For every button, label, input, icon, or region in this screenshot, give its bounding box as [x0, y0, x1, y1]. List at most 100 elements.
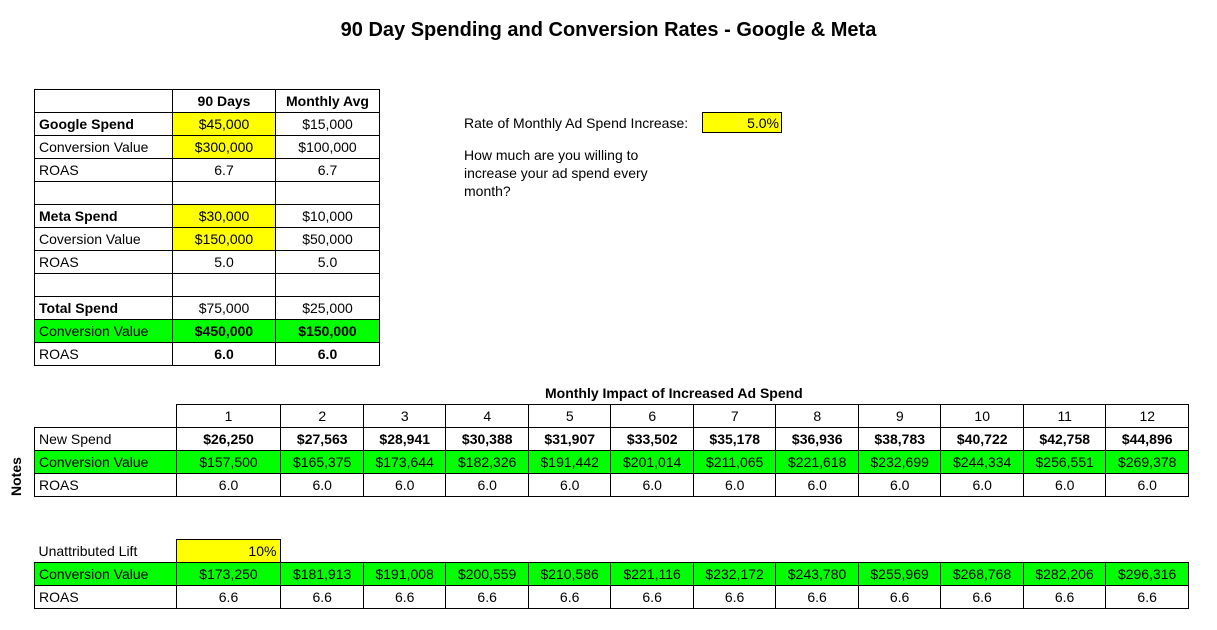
- lift-conversion-cell[interactable]: $268,768: [940, 562, 1024, 586]
- month-header-cell[interactable]: 3: [362, 404, 447, 428]
- label-cell[interactable]: Total Spend: [34, 296, 173, 320]
- roas-cell[interactable]: 6.0: [445, 473, 529, 497]
- label-cell[interactable]: Meta Spend: [34, 204, 173, 228]
- value-cell[interactable]: $75,000: [172, 296, 276, 320]
- lift-roas-cell[interactable]: 6.6: [775, 585, 859, 609]
- month-header-cell[interactable]: 12: [1105, 404, 1189, 428]
- conversion-value-cell[interactable]: $221,618: [775, 450, 859, 474]
- roas-cell[interactable]: 6.0: [280, 473, 364, 497]
- conversion-value-cell[interactable]: $232,699: [857, 450, 942, 474]
- conversion-value-cell[interactable]: $157,500: [175, 450, 282, 474]
- lift-conversion-cell[interactable]: $181,913: [280, 562, 364, 586]
- month-header-cell[interactable]: 8: [775, 404, 859, 428]
- row-label[interactable]: Conversion Value: [34, 450, 177, 474]
- value-cell[interactable]: $25,000: [275, 296, 380, 320]
- conversion-value-cell[interactable]: $211,065: [692, 450, 777, 474]
- lift-conversion-cell[interactable]: $296,316: [1105, 562, 1189, 586]
- lift-conversion-cell[interactable]: $191,008: [362, 562, 447, 586]
- value-cell[interactable]: 5.0: [172, 250, 276, 274]
- month-header-cell[interactable]: 7: [692, 404, 777, 428]
- month-header-cell[interactable]: 11: [1022, 404, 1107, 428]
- rate-increase-input[interactable]: 5.0%: [702, 112, 782, 133]
- roas-cell[interactable]: 6.0: [940, 473, 1024, 497]
- roas-cell[interactable]: 6.0: [175, 473, 282, 497]
- roas-cell[interactable]: 6.0: [1022, 473, 1107, 497]
- conversion-value-cell[interactable]: $191,442: [527, 450, 612, 474]
- empty-cell[interactable]: [172, 181, 276, 205]
- new-spend-cell[interactable]: $38,783: [857, 427, 942, 451]
- lift-input[interactable]: 10%: [175, 539, 282, 563]
- new-spend-cell[interactable]: $27,563: [280, 427, 364, 451]
- input-cell[interactable]: $300,000: [172, 135, 276, 159]
- empty-cell[interactable]: [172, 273, 276, 297]
- row-label[interactable]: ROAS: [34, 585, 177, 609]
- label-cell[interactable]: ROAS: [34, 342, 173, 366]
- empty-cell[interactable]: [34, 273, 173, 297]
- value-cell[interactable]: $50,000: [275, 227, 380, 251]
- lift-roas-cell[interactable]: 6.6: [940, 585, 1024, 609]
- new-spend-cell[interactable]: $33,502: [610, 427, 694, 451]
- lift-roas-cell[interactable]: 6.6: [362, 585, 447, 609]
- header-cell[interactable]: Monthly Avg: [275, 89, 380, 113]
- new-spend-cell[interactable]: $36,936: [775, 427, 859, 451]
- input-cell[interactable]: $30,000: [172, 204, 276, 228]
- lift-conversion-cell[interactable]: $232,172: [692, 562, 777, 586]
- value-cell[interactable]: $10,000: [275, 204, 380, 228]
- conversion-value-cell[interactable]: $244,334: [940, 450, 1024, 474]
- new-spend-cell[interactable]: $26,250: [175, 427, 282, 451]
- value-cell[interactable]: 5.0: [275, 250, 380, 274]
- lift-roas-cell[interactable]: 6.6: [1105, 585, 1189, 609]
- lift-conversion-cell[interactable]: $173,250: [175, 562, 282, 586]
- empty-cell[interactable]: [275, 273, 380, 297]
- header-cell[interactable]: [34, 89, 173, 113]
- empty-cell[interactable]: [34, 181, 173, 205]
- lift-roas-cell[interactable]: 6.6: [527, 585, 612, 609]
- label-cell[interactable]: Conversion Value: [34, 319, 173, 343]
- label-cell[interactable]: Conversion Value: [34, 135, 173, 159]
- new-spend-cell[interactable]: $28,941: [362, 427, 447, 451]
- new-spend-cell[interactable]: $44,896: [1105, 427, 1189, 451]
- month-header-cell[interactable]: 9: [857, 404, 942, 428]
- conversion-value-cell[interactable]: $165,375: [280, 450, 364, 474]
- new-spend-cell[interactable]: $31,907: [527, 427, 612, 451]
- roas-cell[interactable]: 6.0: [362, 473, 447, 497]
- month-header-cell[interactable]: 1: [175, 404, 282, 428]
- value-cell[interactable]: $450,000: [172, 319, 276, 343]
- label-cell[interactable]: Coversion Value: [34, 227, 173, 251]
- month-header-cell[interactable]: 5: [527, 404, 612, 428]
- new-spend-cell[interactable]: $35,178: [692, 427, 777, 451]
- conversion-value-cell[interactable]: $256,551: [1022, 450, 1107, 474]
- value-cell[interactable]: $100,000: [275, 135, 380, 159]
- value-cell[interactable]: 6.7: [275, 158, 380, 182]
- month-header-cell[interactable]: 2: [280, 404, 364, 428]
- lift-roas-cell[interactable]: 6.6: [692, 585, 777, 609]
- label-cell[interactable]: ROAS: [34, 158, 173, 182]
- roas-cell[interactable]: 6.0: [527, 473, 612, 497]
- value-cell[interactable]: $15,000: [275, 112, 380, 136]
- roas-cell[interactable]: 6.0: [692, 473, 777, 497]
- lift-roas-cell[interactable]: 6.6: [857, 585, 942, 609]
- conversion-value-cell[interactable]: $182,326: [445, 450, 529, 474]
- value-cell[interactable]: 6.0: [275, 342, 380, 366]
- header-cell[interactable]: 90 Days: [172, 89, 276, 113]
- lift-conversion-cell[interactable]: $210,586: [527, 562, 612, 586]
- new-spend-cell[interactable]: $42,758: [1022, 427, 1107, 451]
- month-header-cell[interactable]: 10: [940, 404, 1024, 428]
- lift-conversion-cell[interactable]: $282,206: [1022, 562, 1107, 586]
- row-label[interactable]: ROAS: [34, 473, 177, 497]
- roas-cell[interactable]: 6.0: [775, 473, 859, 497]
- new-spend-cell[interactable]: $40,722: [940, 427, 1024, 451]
- empty-cell[interactable]: [275, 181, 380, 205]
- lift-conversion-cell[interactable]: $243,780: [775, 562, 859, 586]
- lift-roas-cell[interactable]: 6.6: [280, 585, 364, 609]
- row-label[interactable]: New Spend: [34, 427, 177, 451]
- new-spend-cell[interactable]: $30,388: [445, 427, 529, 451]
- conversion-value-cell[interactable]: $269,378: [1105, 450, 1189, 474]
- lift-conversion-cell[interactable]: $255,969: [857, 562, 942, 586]
- lift-conversion-cell[interactable]: $200,559: [445, 562, 529, 586]
- lift-roas-cell[interactable]: 6.6: [175, 585, 282, 609]
- input-cell[interactable]: $45,000: [172, 112, 276, 136]
- value-cell[interactable]: 6.0: [172, 342, 276, 366]
- lift-roas-cell[interactable]: 6.6: [610, 585, 694, 609]
- lift-roas-cell[interactable]: 6.6: [445, 585, 529, 609]
